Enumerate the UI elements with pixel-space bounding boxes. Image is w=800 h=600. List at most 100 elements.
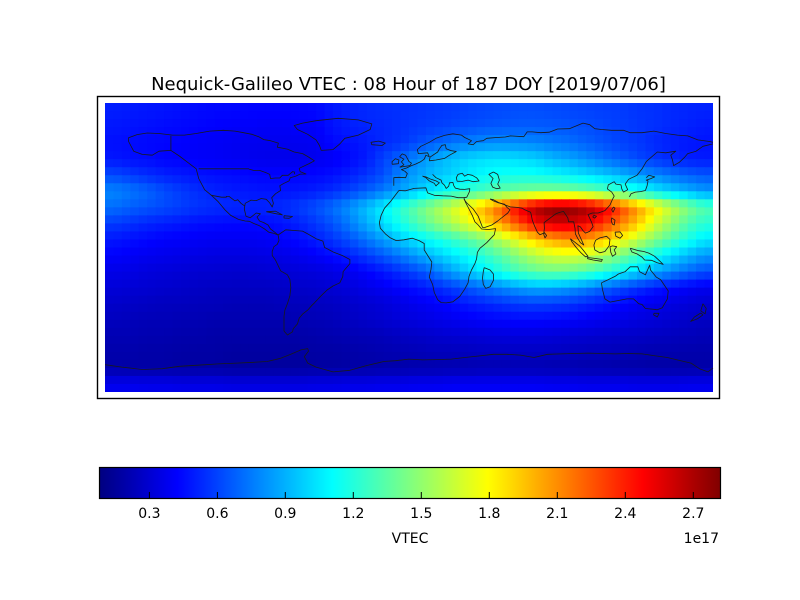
heatmap-cell [561,159,570,168]
heatmap-cell [392,303,402,313]
heatmap-cell [586,383,596,392]
heatmap-cell [392,103,402,112]
heatmap-cell [535,255,545,265]
heatmap-cell [206,135,216,144]
heatmap-cell [299,311,309,321]
heatmap-cell [451,271,461,281]
heatmap-cell [273,295,283,305]
heatmap-cell [611,175,621,184]
heatmap-cell [197,359,207,369]
heatmap-cell [316,135,326,144]
heatmap-cell [569,359,579,369]
heatmap-cell [687,279,697,289]
heatmap-cell [451,167,461,176]
heatmap-cell [409,215,418,224]
heatmap-cell [223,175,233,184]
heatmap-cell [181,383,190,392]
heatmap-cell [518,207,528,216]
heatmap-cell [501,183,511,192]
heatmap-cell [214,295,224,305]
heatmap-cell [316,255,326,265]
heatmap-cell [375,191,385,200]
heatmap-cell [518,271,528,281]
heatmap-cell [696,359,706,369]
heatmap-cell [349,231,359,240]
heatmap-cell [620,199,630,208]
heatmap-cell [459,359,469,369]
heatmap-cell [155,343,165,353]
heatmap-cell [400,383,410,392]
heatmap-cell [679,343,689,353]
coastline-path [198,168,295,179]
heatmap-cell [257,223,266,232]
heatmap-cell [265,343,275,353]
heatmap-cell [544,231,554,240]
heatmap-cell [138,135,148,144]
heatmap-cell [265,239,275,248]
heatmap-cell [206,175,216,184]
heatmap-cell [501,311,511,321]
heatmap-cell [392,295,402,305]
heatmap-cell [569,327,579,337]
heatmap-cell [451,287,461,297]
heatmap-cell [214,103,224,112]
heatmap-cell [577,167,587,176]
heatmap-cell [628,263,638,273]
heatmap-cell [501,279,511,289]
heatmap-cell [518,215,528,224]
heatmap-cell [214,111,224,120]
heatmap-cell [653,159,663,168]
heatmap-cell [569,207,579,216]
heatmap-cell [510,343,520,353]
heatmap-cell [400,159,410,168]
heatmap-cell [121,351,131,361]
heatmap-cell [611,223,621,232]
heatmap-cell [257,199,266,208]
heatmap-cell [358,327,368,337]
heatmap-cell [425,151,435,160]
heatmap-cell [628,271,638,281]
heatmap-cell [155,103,165,112]
heatmap-cell [704,367,713,377]
heatmap-cell [670,143,680,152]
heatmap-cell [290,263,300,273]
heatmap-cell [206,311,216,321]
heatmap-cell [366,175,376,184]
heatmap-cell [392,183,402,192]
heatmap-cell [105,311,114,321]
heatmap-cell [442,335,452,345]
heatmap-cell [366,239,376,248]
heatmap-cell [341,183,351,192]
heatmap-cell [704,191,713,200]
heatmap-cell [459,279,469,289]
heatmap-cell [561,103,570,112]
heatmap-cell [561,247,570,257]
heatmap-cell [197,151,207,160]
heatmap-cell [510,143,520,152]
heatmap-cell [425,351,435,361]
heatmap-cell [662,215,672,224]
heatmap-cell [518,151,528,160]
heatmap-cell [121,247,131,257]
heatmap-cell [417,215,427,224]
heatmap-cell [172,175,182,184]
colorbar-tick-label: 2.7 [682,506,704,522]
heatmap-cell [324,135,334,144]
heatmap-cell [307,383,317,392]
heatmap-cell [181,311,190,321]
heatmap-cell [400,215,410,224]
heatmap-cell [645,175,655,184]
heatmap-cell [451,175,461,184]
heatmap-cell [358,199,368,208]
heatmap-cell [603,207,613,216]
coastline-path [463,198,511,228]
heatmap-cell [366,215,376,224]
heatmap-cell [121,303,131,313]
heatmap-cell [290,239,300,248]
heatmap-cell [434,159,444,168]
heatmap-cell [181,295,190,305]
heatmap-cell [603,271,613,281]
heatmap-cell [417,343,427,353]
heatmap-cell [341,199,351,208]
heatmap-cell [223,287,233,297]
